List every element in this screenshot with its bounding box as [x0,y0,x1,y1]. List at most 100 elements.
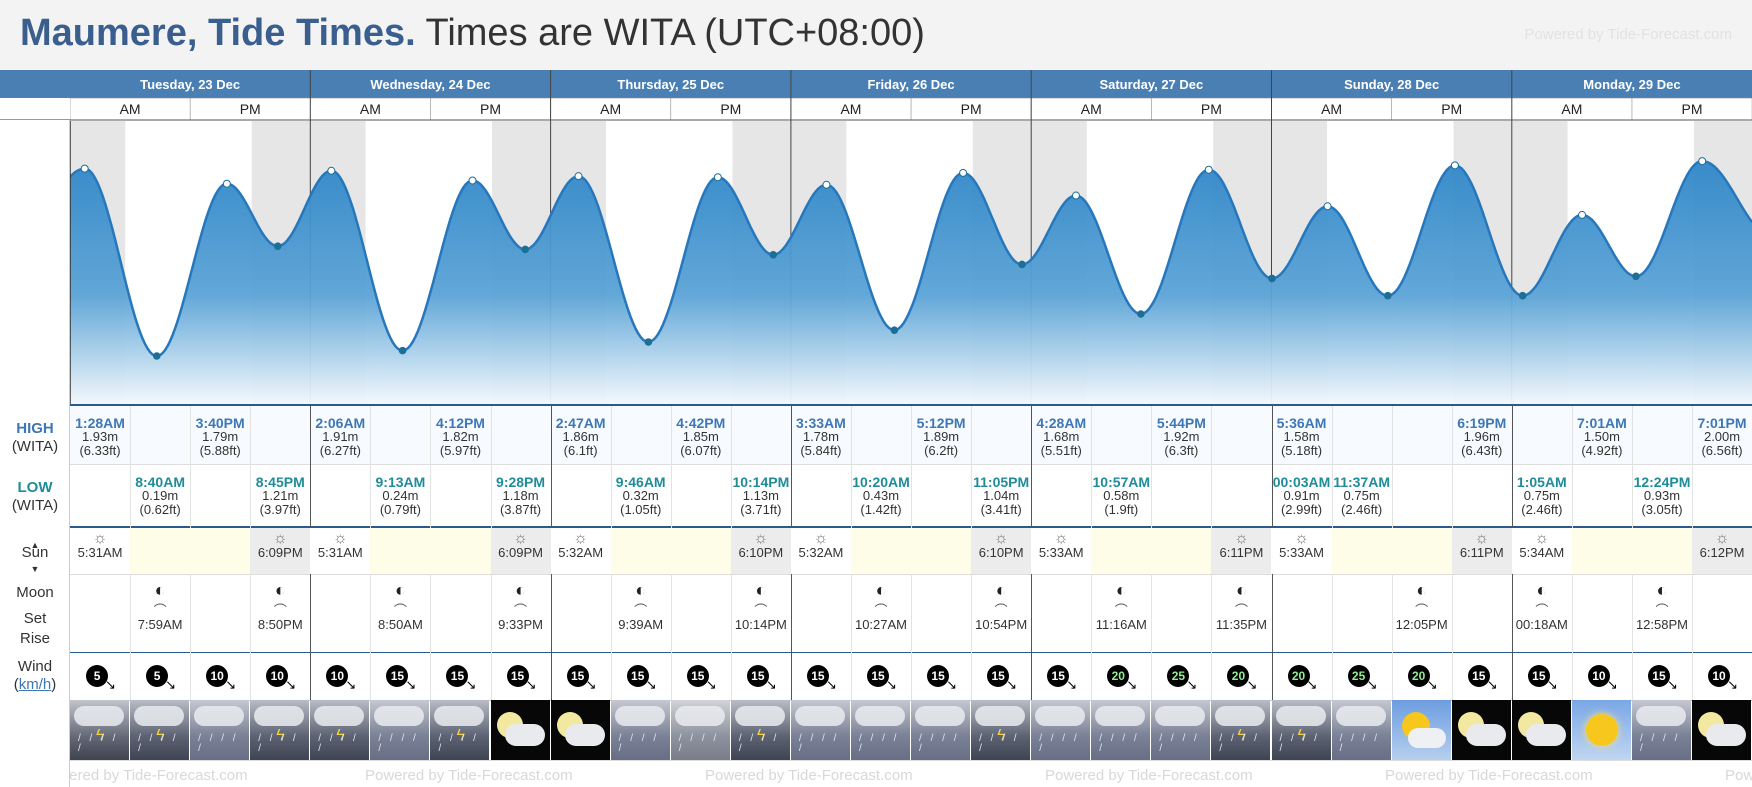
high-tide-meters: 1.85m [682,429,719,444]
moon-cell: ◐ ⌒ 11:35PM [1211,580,1271,632]
wind-direction-icon: ↘ [1546,677,1558,692]
high-tide-cell: 5:12PM 1.89m (6.2ft) [911,416,971,458]
low-tide-cell: 8:45PM 1.21m (3.97ft) [250,475,310,517]
low-tide-time: 1:05AM [1516,474,1567,490]
low-tide-cell: 10:57AM 0.58m (1.9ft) [1091,475,1151,517]
tide-table: 1:28AM 1.93m (6.33ft) 8:40AM 0.19m (0.62ft) 3:… [70,406,1752,787]
low-row-timezone: (WITA) [11,497,59,514]
moon-phase-icon: ◐ [995,580,1007,600]
wind-speed-badge: 10 [326,665,349,687]
wind-unit-link[interactable]: km/h [18,676,52,693]
day-header-6 [1511,70,1752,98]
storm-icon: ϟ / / / / / [1211,700,1271,760]
am-label: AM [600,101,621,117]
wind-direction-icon: ↘ [705,677,717,692]
moon-time: 8:50AM [378,617,423,632]
sun-row-label: Sun [21,544,49,561]
high-tide-point [713,173,722,182]
moon-set-label: Set [23,610,47,627]
low-tide-meters: 1.21m [262,488,299,503]
wind-direction-icon: ↘ [765,677,777,692]
high-row-bg [70,406,1752,464]
rain-icon: / / / / / [790,700,850,760]
sunset-icon: ☼ [272,530,288,547]
sun-icon [1571,700,1631,760]
moon-rise-label: Rise [19,630,50,647]
left-ampm-spacer [0,98,70,120]
high-tide-time: 2:47AM [555,415,606,431]
wind-direction-icon: ↘ [525,677,537,692]
low-row-label: LOW [17,479,53,496]
moonrise-icon: ⌒ [393,603,407,618]
wind-direction-icon: ↘ [165,677,177,692]
moonrise-icon: ⌒ [514,603,528,618]
pm-label: PM [1441,101,1462,117]
day-header-4 [1031,70,1272,98]
high-tide-time: 3:33AM [796,415,846,431]
moon-phase-icon: ◐ [394,580,406,600]
low-tide-meters: 1.04m [983,488,1020,503]
moon-time: 10:27AM [854,617,908,632]
low-tide-feet: (0.79ft) [379,502,421,517]
moon-cell: ◐ ⌒ 10:27AM [851,580,911,632]
high-tide-cell: 5:44PM 1.92m (6.3ft) [1151,416,1211,458]
sunrise-band [790,528,851,574]
sunrise-icon: ☼ [332,530,348,547]
sunrise-icon: ☼ [813,530,829,547]
rain-icon: / / / / / [1091,700,1151,760]
high-tide-time: 3:40PM [195,415,245,431]
low-tide-time: 9:13AM [375,474,426,490]
high-tide-point [1204,165,1213,174]
sunrise-time: 5:31AM [77,545,123,560]
high-tide-time: 1:28AM [75,415,125,431]
moonrise-icon: ⌒ [153,603,167,618]
wind-direction-icon: ↘ [1727,677,1738,692]
low-tide-time: 11:37AM [1333,474,1390,490]
sunrise-band [70,528,131,574]
low-tide-meters: 0.32m [622,488,659,503]
location-title: Maumere, Tide Times. [20,12,416,54]
day-label: Thursday, 25 Dec [617,77,724,92]
high-tide-meters: 1.82m [442,429,479,444]
moon-time: 11:16AM [1095,617,1147,632]
low-tide-point [1518,291,1527,300]
high-tide-time: 5:36AM [1276,415,1327,431]
footer-powered-text: Powered by Tide-Forecast.com [1385,767,1593,784]
sunset-cell: ☼ 6:11PM [1452,531,1512,560]
sunrise-time: 5:34AM [1519,545,1565,560]
wind-speed-badge: 20 [1407,665,1430,687]
low-tide-feet: (3.41ft) [980,502,1022,517]
moon-cell: ◐ ⌒ 10:54PM [971,580,1031,632]
low-tide-meters: 0.75m [1343,488,1380,503]
am-label: AM [1561,101,1582,117]
low-tide-time: 9:46AM [615,474,666,490]
low-tide-cell: 8:40AM 0.19m (0.62ft) [130,475,190,517]
high-tide-meters: 1.86m [562,429,599,444]
moon-time: 12:58PM [1635,617,1688,632]
low-tide-feet: (1.42ft) [860,502,902,517]
sunrise-cell: ☼ 5:34AM [1512,531,1572,560]
footer-powered-text: Powered by Tide-Forecast.com [1045,767,1253,784]
moon-phase-icon: ◐ [515,580,526,600]
rain-icon: / / / / / [850,700,910,760]
wind-speed-badge: 15 [686,665,709,687]
low-tide-cell: 10:20AM 0.43m (1.42ft) [851,475,911,517]
low-tide-point [769,250,778,259]
sunset-cell: ☼ 6:10PM [731,531,791,560]
sunrise-band [1511,528,1572,574]
sunrise-band [1031,528,1092,574]
wind-speed-badge: 15 [1527,665,1550,687]
day-header-2 [550,70,791,98]
day-header-5 [1271,70,1512,98]
low-tide-time: 9:28PM [496,474,546,490]
rain-storm-icon: ϟ / / / / / [70,700,129,760]
sun-cloud-icon [1391,700,1451,760]
daylight-band [1331,528,1452,574]
wind-direction-icon: ↘ [1366,677,1378,692]
sunrise-icon: ☼ [92,530,108,547]
day-header-1 [310,70,551,98]
sunset-time: 6:09PM [257,545,303,560]
high-tide-point [222,179,231,188]
moonrise-icon: ⌒ [634,603,648,618]
high-tide-point [80,164,89,173]
